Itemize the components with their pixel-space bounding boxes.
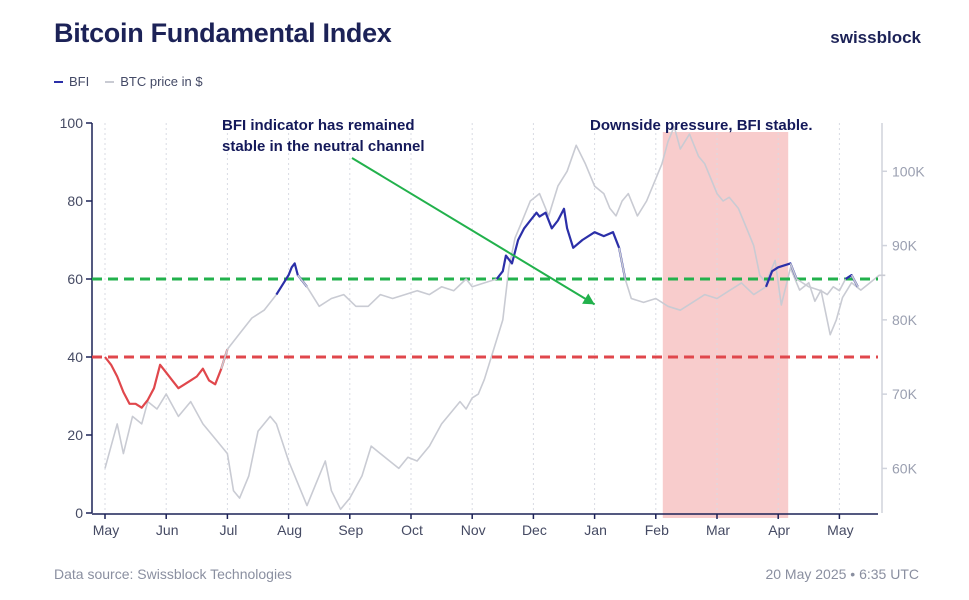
data-source: Data source: Swissblock Technologies [54,566,292,582]
bfi-line-segment [789,263,853,296]
timestamp: 20 May 2025 • 6:35 UTC [765,566,919,582]
legend-item-btc: BTC price in $ [105,74,203,89]
x-tick-label: Jun [156,522,179,538]
y-tick-label: 20 [67,427,83,443]
shaded-region-label: Downside pressure, BFI stable. [590,117,813,134]
y-tick-label: 60 [67,271,83,287]
y-tick-label: 100 [60,115,84,131]
y-right-tick-label: 60K [892,460,918,476]
x-tick-label: Aug [277,522,302,538]
legend-swatch-bfi [54,80,63,83]
y-right-tick-label: 100K [892,163,925,179]
x-tick-label: Oct [401,522,423,538]
y-tick-label: 0 [75,505,83,521]
x-tick-label: Jan [584,522,607,538]
legend-item-bfi: BFI [54,74,89,89]
btc-price-line [104,125,886,511]
chart-title: Bitcoin Fundamental Index [54,18,392,48]
annotation-text: BFI indicator has remained [222,117,415,134]
bfi-line-segment [495,207,627,280]
x-tick-label: Nov [461,522,486,538]
x-tick-label: May [827,522,853,538]
x-tick-label: Feb [645,522,669,538]
bfi-line-segment [220,274,290,369]
legend-swatch-btc [105,80,115,83]
legend-label-btc: BTC price in $ [120,74,203,89]
x-tick-label: Mar [706,522,730,538]
bfi-line-segment [618,247,773,312]
legend: BFI BTC price in $ [54,74,213,89]
y-right-tick-label: 70K [892,386,918,402]
legend-label-bfi: BFI [69,74,90,89]
x-tick-label: Sep [338,522,363,538]
x-tick-label: May [93,522,119,538]
bfi-line-segment [297,270,504,308]
annotation-text: stable in the neutral channel [222,138,425,155]
annotation-arrow [351,157,596,306]
brand-logo: swissblock [830,28,921,47]
x-tick-label: Dec [522,522,547,538]
annotation-arrowhead [582,293,595,305]
bfi-line-segment [104,348,229,409]
y-right-tick-label: 90K [892,238,918,254]
y-tick-label: 40 [67,349,83,365]
downside-pressure-region [662,132,789,518]
bfi-line-segment [850,274,859,288]
y-tick-label: 80 [67,193,83,209]
x-tick-label: Apr [768,522,790,538]
y-right-tick-label: 80K [892,312,918,328]
x-tick-label: Jul [219,522,237,538]
